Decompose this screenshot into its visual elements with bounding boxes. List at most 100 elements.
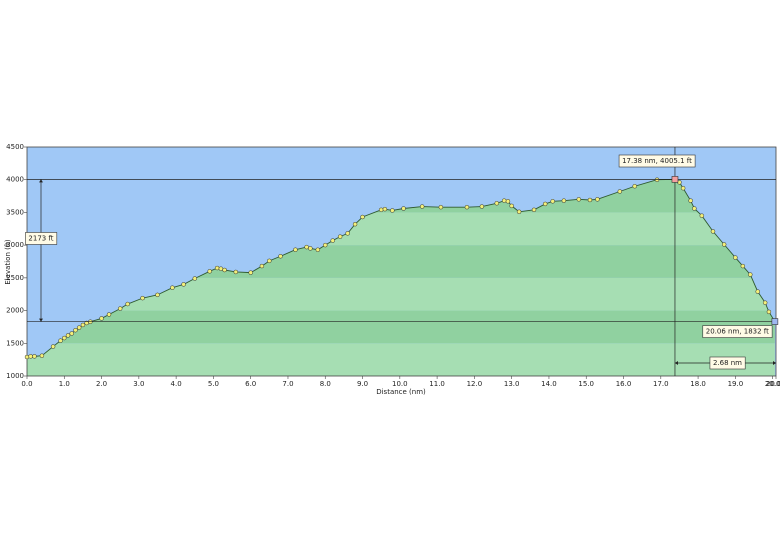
x-tick-label: 20.0 [765, 380, 780, 388]
data-point [192, 276, 198, 281]
data-point [76, 325, 82, 330]
data-point [345, 231, 350, 236]
data-point [233, 269, 239, 275]
x-tick-label: 12.0 [467, 380, 483, 388]
y-tick-label: 3000 [6, 241, 24, 249]
data-point [438, 204, 444, 210]
data-point [710, 229, 716, 234]
data-point [509, 203, 514, 209]
data-point [125, 301, 130, 307]
data-point [117, 306, 123, 311]
data-point [181, 282, 186, 287]
data-point [214, 265, 220, 271]
data-point [99, 316, 104, 321]
y-axis-label: Elevation (ft) [4, 239, 12, 285]
data-point [293, 247, 298, 252]
data-point [692, 206, 697, 211]
data-point [304, 244, 309, 250]
y-tick-label: 1500 [6, 339, 24, 347]
arrow-head [773, 361, 776, 365]
data-point [28, 354, 33, 359]
selected-point [771, 318, 779, 325]
data-point [80, 322, 86, 328]
y-tick-label: 3500 [6, 208, 24, 216]
data-point [62, 335, 67, 341]
band [27, 343, 776, 376]
data-point [32, 354, 37, 359]
data-point [516, 209, 522, 215]
data-point [632, 184, 637, 189]
marker-label: 2173 ft [28, 234, 53, 242]
data-point [464, 204, 470, 210]
data-point [170, 285, 175, 290]
data-point [337, 234, 343, 239]
x-tick-label: 14.0 [541, 380, 557, 388]
x-tick-label: 17.0 [653, 380, 669, 388]
marker-label-box [709, 356, 746, 370]
data-point [222, 267, 227, 273]
y-tick-label: 4000 [6, 176, 24, 184]
data-point [155, 292, 160, 298]
y-tick-label: 2500 [6, 274, 24, 282]
data-point [587, 197, 593, 203]
data-point [733, 255, 738, 260]
data-point [419, 204, 425, 209]
y-tick-label: 2000 [6, 307, 24, 315]
data-point [308, 246, 313, 251]
x-tick-label: 10.0 [392, 380, 408, 388]
x-tick-label: 13.0 [504, 380, 520, 388]
data-point [315, 247, 321, 252]
arrow-head [39, 318, 43, 322]
x-tick-label: 5.0 [208, 380, 219, 388]
x-tick-label: 2.0 [96, 380, 107, 388]
data-point [65, 333, 71, 338]
data-point [39, 353, 45, 358]
data-point [748, 272, 753, 277]
x-tick-label: 4.0 [171, 380, 182, 388]
data-point [106, 312, 112, 317]
band [27, 310, 776, 344]
x-tick-label: 19.0 [728, 380, 744, 388]
data-point [278, 254, 283, 259]
data-point [207, 269, 212, 274]
data-point [766, 309, 772, 315]
data-point [699, 213, 705, 218]
data-point [69, 331, 74, 336]
data-point [248, 270, 253, 275]
marker-label-box [25, 232, 58, 245]
data-point [740, 263, 746, 269]
data-point [617, 189, 623, 194]
data-point [360, 214, 365, 220]
data-point [50, 344, 56, 349]
data-point [494, 201, 500, 206]
x-tick-label: 16.0 [616, 380, 632, 388]
marker-label: 17.38 nm, 4005.1 ft [622, 157, 692, 165]
x-tick-label: 8.0 [320, 380, 331, 388]
data-point [501, 198, 507, 203]
data-point [24, 354, 30, 360]
x-tick-label: 1.0 [59, 380, 70, 388]
data-point [721, 242, 727, 247]
data-point [479, 204, 485, 209]
plot-frame [26, 146, 777, 377]
marker-label: 20.06 nm, 1832 ft [706, 328, 769, 336]
data-point [218, 266, 224, 271]
data-point [401, 206, 406, 211]
x-tick-label: 15.0 [578, 380, 594, 388]
selected-point [671, 176, 679, 183]
marker-label-box [702, 325, 773, 338]
x-tick-label: 0.0 [21, 380, 32, 388]
x-tick-label: 11.0 [429, 380, 445, 388]
data-point [505, 199, 511, 204]
data-point [542, 201, 548, 207]
data-point [561, 198, 567, 203]
x-tick-label: 3.0 [133, 380, 144, 388]
data-point [323, 242, 328, 248]
data-point [73, 327, 78, 333]
marker-label-box [618, 154, 696, 168]
x-tick-label: 18.0 [690, 380, 706, 388]
x-axis-label: Distance (nm) [376, 388, 426, 396]
data-point [531, 207, 537, 213]
x-tick-label: 7.0 [282, 380, 293, 388]
